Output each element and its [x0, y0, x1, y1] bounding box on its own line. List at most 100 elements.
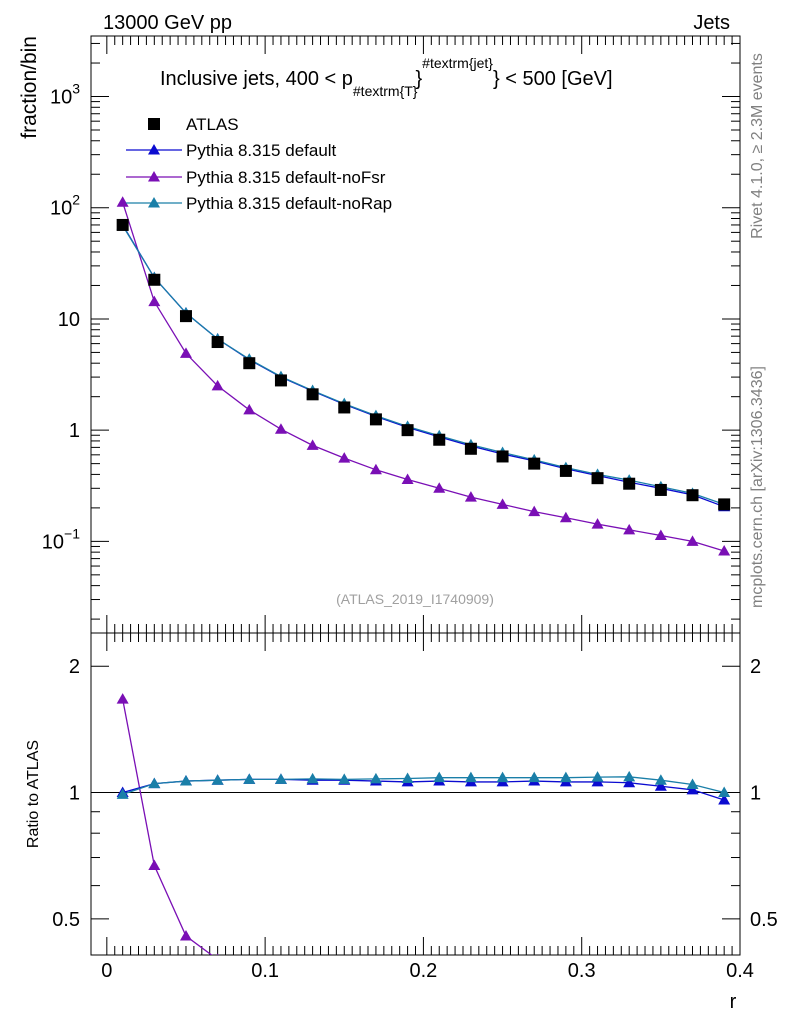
- ratio-ytick-label-left: 1: [69, 783, 80, 805]
- ratio-point: [496, 771, 509, 783]
- series-point: [686, 535, 699, 546]
- ratio-point: [401, 772, 414, 784]
- main-ytick-base: 1: [69, 420, 80, 442]
- ratio-point: [465, 973, 477, 984]
- ratio-point: [179, 775, 192, 786]
- atlas-point: [338, 401, 351, 414]
- ratio-point: [464, 771, 477, 783]
- series-point: [369, 463, 382, 475]
- ratio-series-1: [116, 693, 699, 989]
- ratio-point: [148, 777, 161, 789]
- ratio-point: [433, 771, 446, 783]
- atlas-point: [401, 424, 414, 437]
- xtick-label: 0: [101, 960, 112, 982]
- main-ylabel: fraction/bin: [18, 36, 41, 139]
- atlas-point: [306, 388, 319, 401]
- ratio-point: [591, 771, 604, 782]
- main-ytick-label: 103: [50, 81, 80, 109]
- rivet-label: Rivet 4.1.0, ≥ 2.3M events: [749, 53, 766, 239]
- atlas-point: [623, 477, 636, 490]
- main-ytick-label: 10−1: [42, 525, 80, 553]
- analysis-watermark: (ATLAS_2019_I1740909): [336, 591, 494, 607]
- atlas-point: [559, 464, 572, 477]
- atlas-point: [211, 336, 224, 349]
- main-title: Inclusive jets, 400 < p#textrm{T}}#textr…: [160, 55, 613, 99]
- atlas-point: [591, 472, 604, 485]
- ratio-point: [687, 960, 699, 971]
- ratio-ytick-label-right: 2: [750, 656, 761, 678]
- series-line: [122, 224, 725, 508]
- ratio-point: [274, 773, 287, 784]
- ratio-point: [116, 693, 129, 704]
- legend: ATLAS Pythia 8.315 default Pythia 8.315 de…: [126, 115, 392, 213]
- legend-marker: [148, 118, 160, 130]
- ratio-point: [623, 776, 636, 788]
- series-point: [718, 544, 731, 556]
- series-point: [274, 423, 287, 434]
- legend-label: ATLAS: [186, 115, 239, 134]
- series-point: [528, 505, 541, 517]
- ratio-point: [718, 793, 731, 805]
- main-ytick-label: 1: [69, 420, 80, 442]
- ratio-point: [216, 953, 219, 955]
- legend-label: Pythia 8.315 default: [186, 141, 337, 160]
- series-point: [433, 482, 446, 493]
- atlas-point: [528, 457, 541, 470]
- series-line: [122, 225, 725, 506]
- ratio-point: [179, 930, 192, 941]
- ratio-point: [654, 774, 667, 785]
- xtick-label: 0.4: [726, 960, 754, 982]
- mcplots-label: mcplots.cern.ch [arXiv:1306.3436]: [749, 366, 766, 608]
- ratio-point: [528, 968, 540, 979]
- series-1: [116, 218, 731, 512]
- atlas-point: [179, 310, 192, 323]
- series-point: [243, 403, 256, 415]
- ratio-ytick-label-left: 0.5: [52, 909, 80, 931]
- atlas-point: [718, 498, 731, 511]
- ratio-point: [528, 771, 541, 783]
- main-ytick-exp: 3: [72, 81, 80, 97]
- series-point: [464, 491, 477, 502]
- atlas-point: [369, 413, 382, 426]
- ratio-line: [122, 778, 725, 801]
- ratio-point: [306, 772, 319, 784]
- atlas-point: [243, 357, 256, 370]
- xtick-label: 0.2: [410, 960, 438, 982]
- atlas-point: [654, 483, 667, 496]
- series-point: [148, 295, 161, 307]
- title-sup: #textrm{jet}: [422, 55, 493, 71]
- ratio-point: [243, 773, 256, 784]
- series-3: [116, 219, 731, 509]
- legend-label: Pythia 8.315 default-noRap: [186, 194, 392, 213]
- jets-label: Jets: [693, 12, 730, 34]
- series-point: [306, 439, 319, 450]
- main-y-ticks: 10−1 1 10 10 2 103: [42, 42, 740, 620]
- title-brace: }: [415, 68, 422, 90]
- series-0: [116, 218, 731, 511]
- main-ytick-base: 10: [50, 87, 72, 109]
- atlas-point: [116, 218, 129, 231]
- ratio-line: [122, 776, 725, 795]
- atlas-point: [433, 433, 446, 446]
- ratio-x-ticks: 0 0.1 0.2 0.3 0.4: [101, 633, 754, 982]
- ratio-point: [338, 978, 350, 989]
- main-panel: 10−1 1 10 10 2 103 Inclusive jets, 400 < p#te…: [18, 35, 741, 634]
- xtick-label: 0.3: [568, 960, 596, 982]
- ratio-point: [654, 780, 667, 791]
- series-point: [623, 523, 636, 535]
- ratio-ytick-label-left: 2: [69, 656, 80, 678]
- ratio-point: [370, 978, 382, 989]
- ratio-point: [623, 960, 635, 971]
- atlas-point: [148, 273, 161, 286]
- ratio-ytick-label-right: 0.5: [750, 909, 778, 931]
- ratio-panel: 0.5 0.51 12 2 0 0.1 0.2 0.3 0.4 Ratio to ATLAS …: [25, 632, 778, 1013]
- ratio-point: [497, 968, 509, 979]
- atlas-point: [464, 442, 477, 455]
- main-ytick-exp: 2: [72, 192, 80, 208]
- legend-marker: [148, 171, 160, 182]
- main-ytick-base: 10: [58, 309, 80, 331]
- series-2: [116, 196, 731, 556]
- ratio-point: [686, 783, 699, 795]
- ratio-point: [148, 859, 161, 871]
